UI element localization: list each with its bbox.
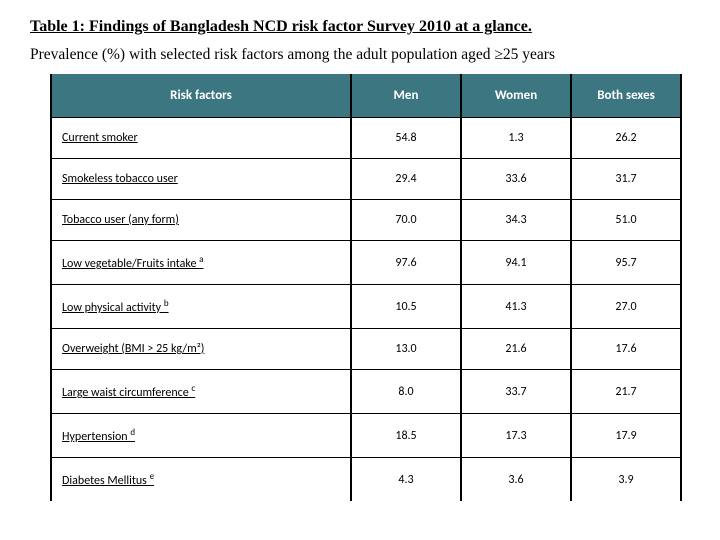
value-both: 21.7 bbox=[571, 370, 681, 414]
risk-factor-label: Diabetes Mellitus e bbox=[51, 458, 351, 502]
value-both: 3.9 bbox=[571, 458, 681, 502]
value-men: 97.6 bbox=[351, 241, 461, 285]
table-subtitle: Prevalence (%) with selected risk factor… bbox=[30, 46, 690, 64]
value-women: 17.3 bbox=[461, 414, 571, 458]
table-row: Tobacco user (any form)70.034.351.0 bbox=[51, 200, 681, 241]
value-men: 18.5 bbox=[351, 414, 461, 458]
value-both: 27.0 bbox=[571, 285, 681, 329]
footnote-sup: c bbox=[191, 383, 195, 394]
risk-factor-label: Low vegetable/Fruits intake a bbox=[51, 241, 351, 285]
table-row: Hypertension d18.517.317.9 bbox=[51, 414, 681, 458]
risk-factor-label: Current smoker bbox=[51, 118, 351, 159]
col-header-both: Both sexes bbox=[571, 74, 681, 118]
value-women: 33.7 bbox=[461, 370, 571, 414]
table-row: Smokeless tobacco user29.433.631.7 bbox=[51, 159, 681, 200]
value-both: 95.7 bbox=[571, 241, 681, 285]
value-both: 51.0 bbox=[571, 200, 681, 241]
col-header-risk-factors: Risk factors bbox=[51, 74, 351, 118]
value-women: 1.3 bbox=[461, 118, 571, 159]
footnote-sup: a bbox=[199, 254, 203, 265]
risk-factor-label: Hypertension d bbox=[51, 414, 351, 458]
value-women: 41.3 bbox=[461, 285, 571, 329]
footnote-sup: b bbox=[164, 298, 169, 309]
table-row: Current smoker54.81.326.2 bbox=[51, 118, 681, 159]
risk-factor-label: Smokeless tobacco user bbox=[51, 159, 351, 200]
risk-factor-label: Large waist circumference c bbox=[51, 370, 351, 414]
value-men: 70.0 bbox=[351, 200, 461, 241]
table-header-row: Risk factors Men Women Both sexes bbox=[51, 74, 681, 118]
value-men: 10.5 bbox=[351, 285, 461, 329]
footnote-sup: d bbox=[130, 427, 135, 438]
value-men: 54.8 bbox=[351, 118, 461, 159]
value-men: 8.0 bbox=[351, 370, 461, 414]
value-women: 33.6 bbox=[461, 159, 571, 200]
value-both: 26.2 bbox=[571, 118, 681, 159]
table-row: Diabetes Mellitus e4.33.63.9 bbox=[51, 458, 681, 502]
risk-factor-label: Low physical activity b bbox=[51, 285, 351, 329]
table-row: Low vegetable/Fruits intake a97.694.195.… bbox=[51, 241, 681, 285]
table-title: Table 1: Findings of Bangladesh NCD risk… bbox=[30, 18, 690, 36]
value-women: 21.6 bbox=[461, 329, 571, 370]
value-men: 29.4 bbox=[351, 159, 461, 200]
value-both: 17.6 bbox=[571, 329, 681, 370]
risk-factor-table: Risk factors Men Women Both sexes Curren… bbox=[50, 74, 682, 501]
value-women: 34.3 bbox=[461, 200, 571, 241]
table-row: Low physical activity b10.541.327.0 bbox=[51, 285, 681, 329]
value-women: 3.6 bbox=[461, 458, 571, 502]
table-row: Large waist circumference c8.033.721.7 bbox=[51, 370, 681, 414]
footnote-sup: e bbox=[150, 471, 154, 482]
risk-factor-label: Overweight (BMI > 25 kg/m²) bbox=[51, 329, 351, 370]
col-header-women: Women bbox=[461, 74, 571, 118]
value-men: 13.0 bbox=[351, 329, 461, 370]
value-both: 31.7 bbox=[571, 159, 681, 200]
table-row: Overweight (BMI > 25 kg/m²)13.021.617.6 bbox=[51, 329, 681, 370]
risk-factor-label: Tobacco user (any form) bbox=[51, 200, 351, 241]
value-women: 94.1 bbox=[461, 241, 571, 285]
value-men: 4.3 bbox=[351, 458, 461, 502]
col-header-men: Men bbox=[351, 74, 461, 118]
value-both: 17.9 bbox=[571, 414, 681, 458]
